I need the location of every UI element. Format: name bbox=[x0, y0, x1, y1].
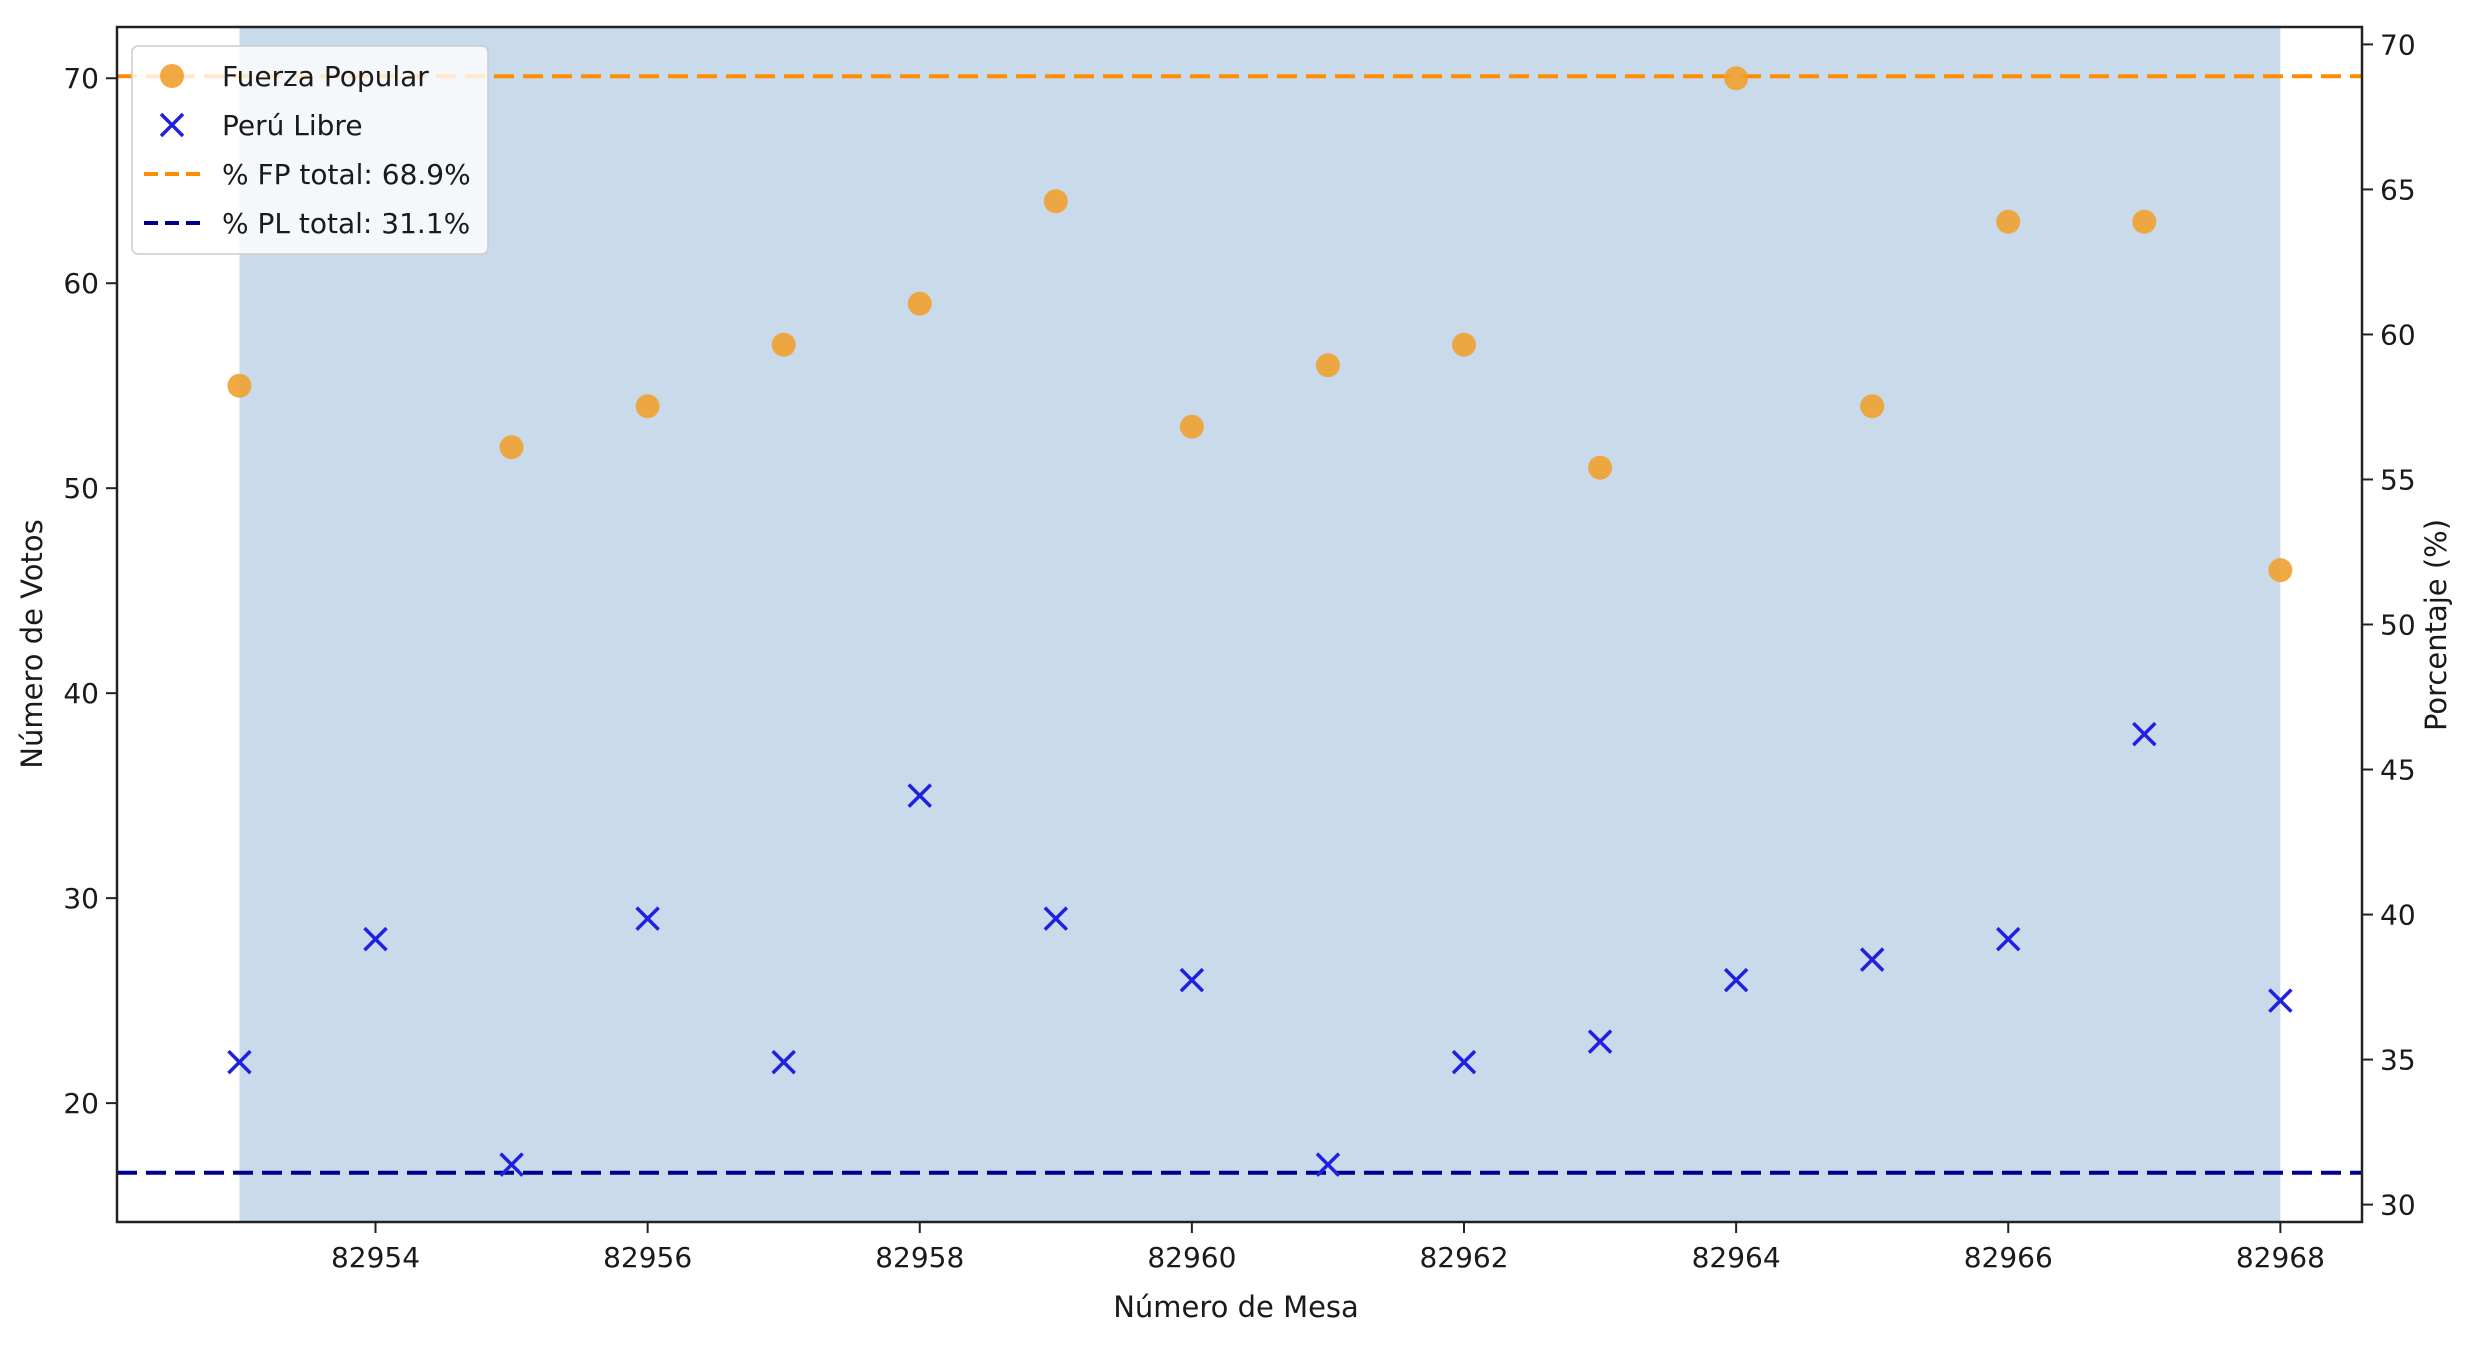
plot-area: 82954 82956 82958 82960 82962 82964 82966 82968… bbox=[63, 25, 2416, 1274]
fp-point bbox=[1860, 394, 1885, 419]
pl-point bbox=[1859, 947, 1885, 972]
pl-point bbox=[1043, 906, 1069, 931]
pl-point bbox=[1723, 967, 1749, 993]
y-tick-label: 30 bbox=[63, 882, 99, 915]
pl-point-stroke bbox=[1996, 926, 2021, 952]
x-tick-label: 82958 bbox=[875, 1241, 964, 1274]
pl-point bbox=[363, 926, 388, 952]
pl-point bbox=[771, 1049, 796, 1075]
shaded-region bbox=[239, 27, 2281, 1222]
fp-point bbox=[1588, 455, 1613, 480]
fp-point bbox=[227, 373, 252, 398]
legend-label: Fuerza Popular bbox=[222, 60, 429, 93]
pl-point bbox=[907, 783, 932, 808]
legend-label: % FP total: 68.9% bbox=[222, 158, 471, 191]
pl-point-stroke bbox=[227, 1049, 252, 1075]
y-tick-label: 40 bbox=[63, 677, 99, 710]
pl-point-stroke bbox=[499, 1152, 524, 1177]
fp-point bbox=[1179, 414, 1204, 439]
legend-label: % PL total: 31.1% bbox=[222, 207, 470, 240]
fp-point bbox=[907, 291, 932, 316]
legend-label: Perú Libre bbox=[222, 109, 363, 142]
pl-point bbox=[227, 1049, 252, 1075]
pl-point bbox=[499, 1152, 524, 1177]
legend-fp-marker bbox=[160, 64, 184, 88]
y2-tick-label: 70 bbox=[2380, 28, 2416, 61]
x-axis-label: Número de Mesa bbox=[1113, 1290, 1359, 1324]
pl-point bbox=[1315, 1152, 1341, 1177]
legend-pl-marker bbox=[159, 112, 185, 138]
y2-tick-label: 55 bbox=[2380, 463, 2416, 496]
y2-tick-label: 35 bbox=[2380, 1044, 2416, 1077]
x-tick-label: 82966 bbox=[1964, 1241, 2053, 1274]
y2-tick-label: 65 bbox=[2380, 173, 2416, 206]
y2-axis-label: Porcentaje (%) bbox=[2419, 519, 2453, 731]
y-axis-label: Número de Votos bbox=[15, 519, 49, 768]
pl-point-stroke bbox=[1859, 947, 1885, 972]
pl-point-stroke bbox=[1587, 1029, 1613, 1054]
pl-point-stroke bbox=[1179, 967, 1205, 993]
x-tick-label: 82956 bbox=[603, 1241, 692, 1274]
fp-point bbox=[1043, 189, 1068, 214]
pl-point-stroke bbox=[1315, 1152, 1341, 1177]
y2-tick-label: 30 bbox=[2380, 1189, 2416, 1222]
x-tick-label: 82954 bbox=[331, 1241, 420, 1274]
fp-point bbox=[1996, 209, 2021, 234]
pl-point bbox=[635, 906, 660, 931]
x-tick-label: 82962 bbox=[1419, 1241, 1508, 1274]
pl-point-stroke bbox=[1723, 967, 1749, 993]
y-tick-label: 20 bbox=[63, 1087, 99, 1120]
pl-point-stroke bbox=[2268, 988, 2293, 1013]
pl-point bbox=[2268, 988, 2293, 1013]
pl-point-stroke bbox=[1043, 906, 1069, 931]
pl-point-stroke bbox=[907, 783, 932, 808]
pl-point bbox=[1996, 926, 2021, 952]
fp-point bbox=[499, 435, 524, 460]
legend-pl-stroke bbox=[159, 112, 185, 138]
y-tick-label: 60 bbox=[63, 267, 99, 300]
x-tick-label: 82968 bbox=[2236, 1241, 2325, 1274]
fp-point bbox=[1724, 66, 1749, 91]
legend-box bbox=[131, 45, 489, 255]
x-tick-label: 82960 bbox=[1147, 1241, 1236, 1274]
pl-point bbox=[1587, 1029, 1613, 1054]
pl-point bbox=[2132, 721, 2157, 747]
fp-point bbox=[771, 332, 796, 357]
x-tick-label: 82964 bbox=[1692, 1241, 1781, 1274]
pl-point-stroke bbox=[1451, 1049, 1477, 1075]
fp-point bbox=[1452, 332, 1476, 357]
pl-point-stroke bbox=[2132, 721, 2157, 747]
y2-tick-label: 45 bbox=[2380, 754, 2416, 787]
pl-point-stroke bbox=[363, 926, 388, 952]
y2-tick-label: 60 bbox=[2380, 318, 2416, 351]
y2-tick-label: 50 bbox=[2380, 609, 2416, 642]
pl-point-stroke bbox=[771, 1049, 796, 1075]
y-tick-label: 50 bbox=[63, 472, 99, 505]
pl-point bbox=[1179, 967, 1205, 993]
fp-point bbox=[2132, 209, 2157, 234]
y-tick-label: 70 bbox=[63, 62, 99, 95]
pl-point bbox=[1451, 1049, 1477, 1075]
fp-point bbox=[2268, 558, 2293, 583]
pl-point-stroke bbox=[635, 906, 660, 931]
fp-point bbox=[1315, 353, 1340, 378]
y2-tick-label: 40 bbox=[2380, 899, 2416, 932]
fp-point bbox=[635, 394, 660, 419]
